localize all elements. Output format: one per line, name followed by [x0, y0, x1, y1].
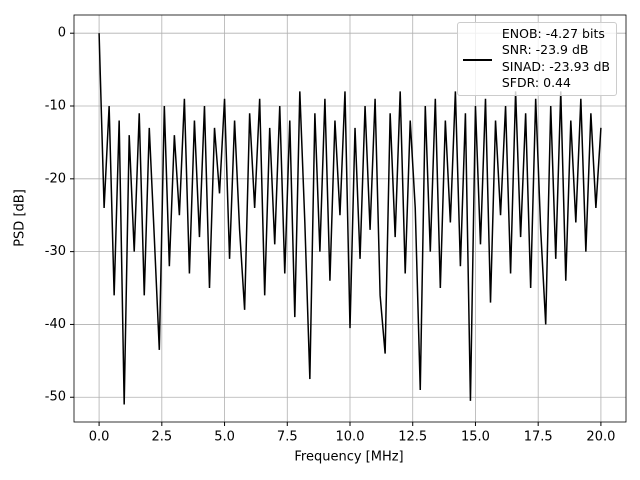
- legend-line: [462, 59, 492, 61]
- x-tick-label: 7.5: [277, 430, 298, 445]
- plot-frame: [73, 14, 627, 423]
- series-line: [98, 33, 602, 405]
- y-tick-label: -30: [45, 244, 66, 259]
- y-tick-label: -50: [45, 390, 66, 405]
- legend: ENOB: -4.27 bits SNR: -23.9 dB SINAD: -2…: [456, 22, 617, 97]
- y-axis-label: PSD [dB]: [13, 189, 28, 247]
- x-tick-label: 0.0: [89, 430, 110, 445]
- x-tick-label: 15.0: [461, 430, 490, 445]
- x-tick-label: 10.0: [336, 430, 365, 445]
- y-tick-label: -20: [45, 171, 66, 186]
- x-axis-label: Frequency [MHz]: [294, 450, 403, 465]
- y-tick-label: -40: [45, 317, 66, 332]
- x-tick-label: 17.5: [524, 430, 553, 445]
- x-tick-label: 12.5: [398, 430, 427, 445]
- legend-label: ENOB: -4.27 bits SNR: -23.9 dB SINAD: -2…: [501, 26, 610, 90]
- x-tick-label: 2.5: [151, 430, 172, 445]
- x-tick-label: 20.0: [586, 430, 615, 445]
- y-tick-label: -10: [45, 99, 66, 114]
- x-tick-label: 5.0: [214, 430, 235, 445]
- y-tick-label: 0: [58, 26, 66, 41]
